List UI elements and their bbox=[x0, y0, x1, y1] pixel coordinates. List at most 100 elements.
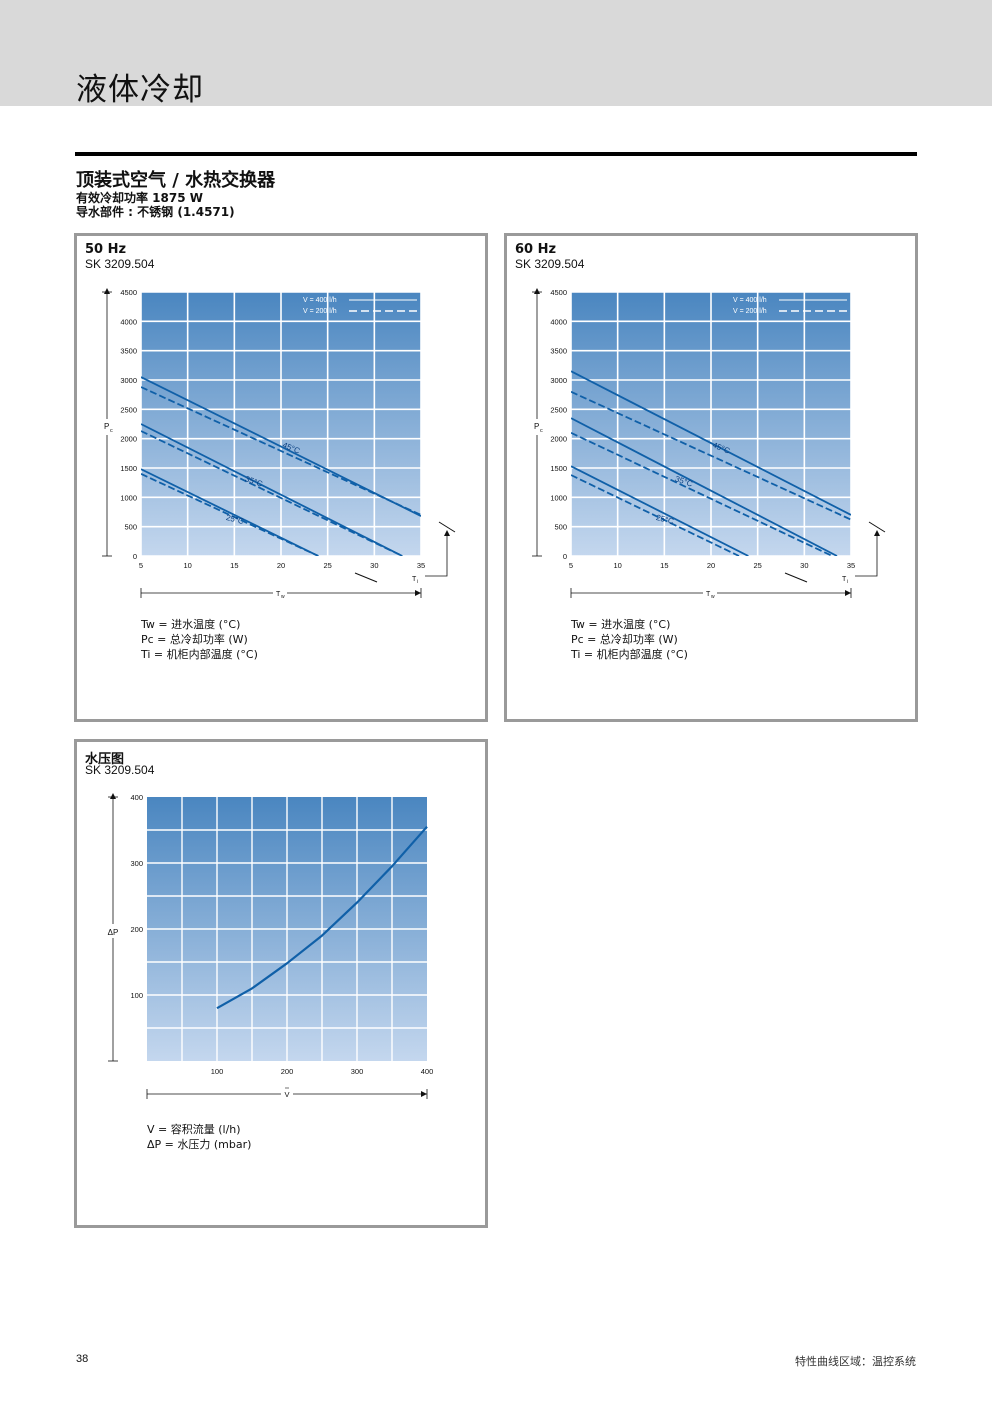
x-axis-label-sub: w bbox=[711, 594, 715, 600]
ti-label-sub: i bbox=[847, 579, 848, 585]
panel-title: 60 Hz bbox=[515, 242, 557, 257]
y-tick-label: 1000 bbox=[120, 493, 137, 502]
series-line bbox=[571, 431, 833, 556]
ti-arrowhead bbox=[444, 530, 450, 536]
x-tick-label: 10 bbox=[183, 561, 191, 570]
y-tick-label: 1500 bbox=[550, 464, 567, 473]
x-tick-label: 35 bbox=[847, 561, 855, 570]
y-axis-arrowhead bbox=[534, 288, 540, 294]
legend-def-ti: Ti = 机柜内部温度 (°C) bbox=[140, 647, 258, 661]
x-axis-label: T bbox=[276, 591, 281, 598]
y-axis-arrowhead bbox=[104, 288, 110, 294]
y-tick-label: 500 bbox=[124, 523, 137, 532]
legend-label-dashed: V = 200 l/h bbox=[303, 308, 337, 315]
series-line bbox=[571, 370, 851, 516]
legend-label-solid: V = 400 l/h bbox=[733, 297, 767, 304]
x-tick-label: 400 bbox=[421, 1067, 434, 1076]
x-tick-label: 100 bbox=[211, 1067, 224, 1076]
series-line bbox=[141, 386, 421, 516]
y-axis-label: ΔP bbox=[108, 928, 119, 937]
ti-bracket bbox=[425, 532, 448, 577]
chart-panel-60hz: 60 Hz SK 3209.504 45°C 35°C 25°C V = 400 l/… bbox=[504, 233, 918, 722]
ti-tick-left bbox=[784, 572, 808, 583]
curve-label: 25°C bbox=[225, 513, 245, 526]
cooling-output: 有效冷却功率 1875 W bbox=[76, 191, 203, 205]
x-tick-label: 5 bbox=[139, 561, 143, 570]
chart-pressure: 100 200 300 400 100 200 300 400 ΔP V V = 容积流量 (l/h… bbox=[105, 793, 434, 1151]
series-line bbox=[571, 390, 851, 521]
x-tick-label: 15 bbox=[660, 561, 668, 570]
x-axis-arrowhead bbox=[845, 590, 851, 596]
x-axis-label-sub: w bbox=[281, 594, 285, 600]
ti-label: T bbox=[412, 576, 417, 583]
series-line bbox=[571, 474, 740, 556]
y-tick-label: 0 bbox=[563, 552, 567, 561]
y-tick-label: 3000 bbox=[550, 376, 567, 385]
x-tick-label: 300 bbox=[351, 1067, 364, 1076]
x-tick-label: 25 bbox=[753, 561, 761, 570]
y-tick-label: 3500 bbox=[550, 347, 567, 356]
flow-legend: V = 400 l/h V = 200 l/h bbox=[303, 297, 417, 315]
y-axis-label: P bbox=[534, 422, 539, 431]
legend-def-tw: Tw = 进水温度 (°C) bbox=[570, 617, 670, 631]
x-tick-label: 15 bbox=[230, 561, 238, 570]
series-line bbox=[571, 417, 838, 556]
y-tick-label: 300 bbox=[130, 859, 143, 868]
ti-tick-right bbox=[868, 521, 886, 533]
ti-tick-right bbox=[438, 521, 456, 533]
x-axis-arrowhead bbox=[421, 1091, 427, 1097]
legend-def-tw: Tw = 进水温度 (°C) bbox=[140, 617, 240, 631]
legend-def-v: V = 容积流量 (l/h) bbox=[147, 1122, 241, 1136]
y-tick-label: 4500 bbox=[550, 288, 567, 297]
water-parts-material: 导水部件 : 不锈钢 (1.4571) bbox=[76, 205, 235, 219]
panel-model: SK 3209.504 bbox=[85, 257, 155, 271]
chart-50hz: 45°C35°C25°CV = 400 l/hV = 200 l/h050010… bbox=[101, 288, 456, 661]
x-tick-label: 35 bbox=[417, 561, 425, 570]
y-axis-label-sub: c bbox=[110, 428, 113, 434]
y-tick-label: 500 bbox=[554, 523, 567, 532]
y-tick-label: 100 bbox=[130, 991, 143, 1000]
x-tick-label: 10 bbox=[613, 561, 621, 570]
y-tick-label: 1000 bbox=[550, 493, 567, 502]
x-tick-label: 5 bbox=[569, 561, 573, 570]
chart-panel-pressure: 水压图 SK 3209.504 100 200 300 400 100 200 300 400… bbox=[74, 739, 488, 1228]
y-tick-label: 1500 bbox=[120, 464, 137, 473]
page-title: 液体冷却 bbox=[76, 72, 204, 108]
series-line bbox=[571, 465, 749, 556]
panel-title: 50 Hz bbox=[85, 242, 127, 257]
x-tick-label: 30 bbox=[370, 561, 378, 570]
y-tick-label: 200 bbox=[130, 925, 143, 934]
x-tick-label: 30 bbox=[800, 561, 808, 570]
header-band bbox=[0, 0, 992, 106]
x-tick-label: 25 bbox=[323, 561, 331, 570]
flow-legend: V = 400 l/h V = 200 l/h bbox=[733, 297, 847, 315]
ti-arrowhead bbox=[874, 530, 880, 536]
ti-tick-left bbox=[354, 572, 378, 583]
y-tick-label: 0 bbox=[133, 552, 137, 561]
y-tick-label: 2000 bbox=[550, 435, 567, 444]
x-tick-label: 20 bbox=[707, 561, 715, 570]
page-number: 38 bbox=[76, 1353, 89, 1365]
y-axis-arrowhead bbox=[110, 793, 116, 799]
ti-bracket bbox=[855, 532, 878, 577]
x-axis-label: V bbox=[284, 1090, 289, 1099]
y-tick-label: 2000 bbox=[120, 435, 137, 444]
series-line bbox=[141, 423, 403, 556]
legend-label-dashed: V = 200 l/h bbox=[733, 308, 767, 315]
legend-def-pc: Pc = 总冷却功率 (W) bbox=[141, 632, 248, 646]
x-tick-label: 200 bbox=[281, 1067, 294, 1076]
chart-60hz: 45°C35°C25°CV = 400 l/hV = 200 l/h050010… bbox=[531, 288, 886, 661]
y-tick-label: 3000 bbox=[120, 376, 137, 385]
y-tick-label: 3500 bbox=[120, 347, 137, 356]
legend-label-solid: V = 400 l/h bbox=[303, 297, 337, 304]
y-tick-label: 400 bbox=[130, 793, 143, 802]
y-tick-label: 2500 bbox=[120, 405, 137, 414]
panel-model: SK 3209.504 bbox=[515, 257, 585, 271]
curve-label: 25°C bbox=[655, 513, 675, 526]
pressure-curve bbox=[216, 825, 428, 1010]
x-axis-label: T bbox=[706, 591, 711, 598]
y-axis-label: P bbox=[104, 422, 109, 431]
y-tick-label: 4500 bbox=[120, 288, 137, 297]
ti-label-sub: i bbox=[417, 579, 418, 585]
section-title: 顶装式空气 / 水热交换器 bbox=[76, 170, 276, 191]
